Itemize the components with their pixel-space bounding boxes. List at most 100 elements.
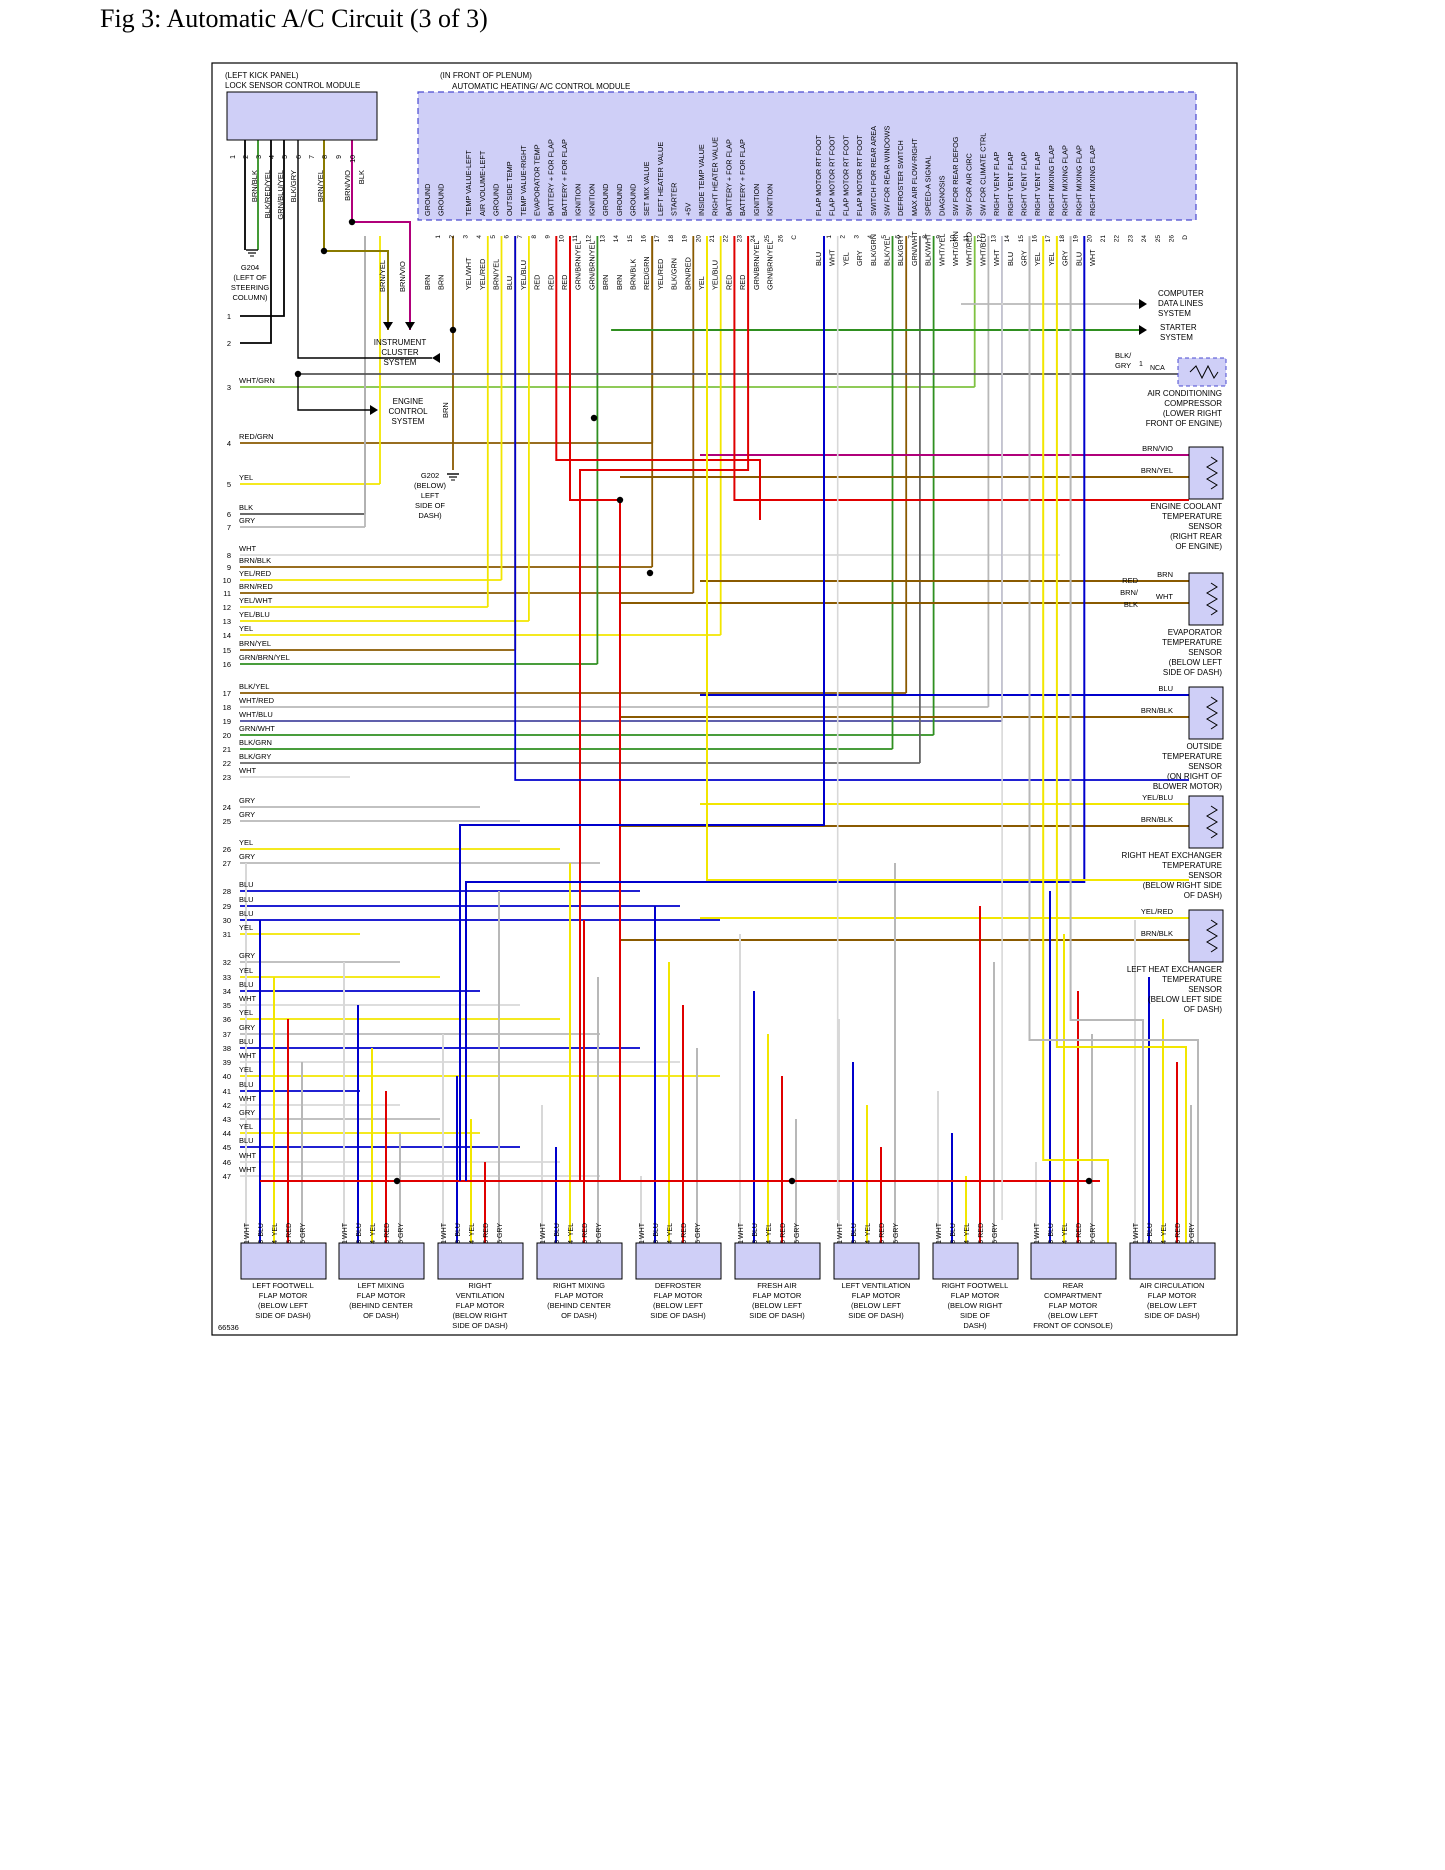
wire-label: GRY xyxy=(398,1223,405,1238)
row-number: 20 xyxy=(223,731,231,740)
sensor-label: TEMPERATURE xyxy=(1162,975,1222,984)
pin-number: 22 xyxy=(1114,235,1121,243)
wire-label: BLU xyxy=(814,252,823,266)
motor-label: LEFT FOOTWELL xyxy=(252,1281,314,1290)
wire-label: BRN/BLK xyxy=(250,170,259,202)
wire xyxy=(465,236,1086,1181)
wire-label: YEL/RED xyxy=(1141,907,1174,916)
wire-label: WHT xyxy=(239,766,256,775)
sensor-label: OUTSIDE xyxy=(1186,742,1222,751)
row-number: 35 xyxy=(223,1001,231,1010)
wire-label: RED xyxy=(533,275,542,290)
pin-function-label: AIR VOLUME-LEFT xyxy=(478,150,487,216)
pin-number: 24 xyxy=(1141,235,1148,243)
sensor-label: (BELOW RIGHT SIDE xyxy=(1143,881,1222,890)
pin-number: 1 xyxy=(826,235,833,239)
pin-number: 16 xyxy=(1032,235,1039,243)
g204-label: (LEFT OF xyxy=(233,273,267,282)
pin-number: 3 xyxy=(752,1240,759,1244)
splice-dot xyxy=(616,496,624,504)
sensor-label: TEMPERATURE xyxy=(1162,638,1222,647)
compressor-clutch xyxy=(1177,357,1227,387)
wire-label: GRN/WHT xyxy=(239,724,275,733)
row-number: 37 xyxy=(223,1030,231,1039)
wire-label: BLU xyxy=(239,980,254,989)
wire-label: BLK/GRY xyxy=(289,170,298,202)
wire-label: GRN/BRN/YEL xyxy=(574,241,583,290)
wire-label: WHT xyxy=(738,1222,745,1239)
pin-number: 4 xyxy=(476,235,483,239)
wire-label: GRY xyxy=(1115,361,1131,370)
sensor-label: BLOWER MOTOR) xyxy=(1153,782,1223,791)
ac-control-module xyxy=(417,91,1197,221)
row-number: 42 xyxy=(223,1101,231,1110)
wire-label: YEL xyxy=(1047,252,1056,266)
wire-label: BLK/WHT xyxy=(924,233,933,266)
flap-motor xyxy=(338,1242,425,1280)
wire-label: WHT xyxy=(441,1222,448,1239)
pin-function-label: FLAP MOTOR RT FOOT xyxy=(855,135,864,216)
wire-label: BRN/ xyxy=(1120,588,1139,597)
pin-function-label: BATTERY + FOR FLAP xyxy=(738,139,747,216)
wire-label: GRY xyxy=(239,516,255,525)
pin-function-label: GROUND xyxy=(423,184,432,216)
pin-function-label: RIGHT MIXING FLAP xyxy=(1074,145,1083,216)
wire-label: BLU xyxy=(455,1223,462,1237)
wire-label: YEL/BLU xyxy=(711,260,720,290)
motor-label: VENTILATION xyxy=(456,1291,505,1300)
wire-label: BRN xyxy=(423,275,432,290)
pin-number: 3 xyxy=(653,1240,660,1244)
wire-label: GRN/BRN/YEL xyxy=(752,241,761,290)
compressor-label: (LOWER RIGHT xyxy=(1163,409,1222,418)
row-number: 27 xyxy=(223,859,231,868)
lock-sensor-label: (LEFT KICK PANEL) xyxy=(225,71,299,80)
pin-function-label: BATTERY + FOR FLAP xyxy=(546,139,555,216)
wire-label: GRN/WHT xyxy=(910,231,919,266)
pin-number: 3 xyxy=(455,1240,462,1244)
wire xyxy=(1028,236,1199,1243)
wire-label: YEL xyxy=(964,1223,971,1236)
wire-label: BLU xyxy=(950,1223,957,1237)
instrument-cluster-label: INSTRUMENT xyxy=(374,338,427,347)
pin-function-label: GROUND xyxy=(615,184,624,216)
row-number: 6 xyxy=(227,510,231,519)
wire-label: YEL xyxy=(865,1223,872,1236)
wire-label: RED xyxy=(1122,576,1138,585)
sensor-label: (RIGHT REAR xyxy=(1170,532,1222,541)
wire-label: GRY xyxy=(596,1223,603,1238)
wire-label: YEL/BLU xyxy=(1142,793,1173,802)
pin-function-label: RIGHT VENT FLAP xyxy=(1020,152,1029,216)
wire-label: WHT xyxy=(1156,592,1173,601)
row-number: 23 xyxy=(223,773,231,782)
pin-number: 16 xyxy=(641,235,648,243)
wire-label: YEL/RED xyxy=(478,259,487,290)
pin-number: 6 xyxy=(300,1240,307,1244)
pin-function-label: IGNITION xyxy=(752,184,761,216)
motor-label: AIR CIRCULATION xyxy=(1140,1281,1205,1290)
pin-number: 23 xyxy=(1127,235,1134,243)
pin-number: 19 xyxy=(682,235,689,243)
wire-label: BRN/BLK xyxy=(1141,706,1173,715)
wire-label: GRY xyxy=(992,1223,999,1238)
sensor-label: ENGINE COOLANT xyxy=(1150,502,1222,511)
wire-label: GRY xyxy=(1090,1223,1097,1238)
wire xyxy=(297,140,432,359)
wire-label: BRN xyxy=(601,275,610,290)
pin-number: 3 xyxy=(554,1240,561,1244)
row-number: 21 xyxy=(223,745,231,754)
wire-label: BRN/BLK xyxy=(239,556,271,565)
pin-function-label: SPEED-A SIGNAL xyxy=(924,156,933,216)
starter-system-label: STARTER xyxy=(1160,323,1197,332)
motor-label: FLAP MOTOR xyxy=(357,1291,406,1300)
pin-number: 6 xyxy=(893,1240,900,1244)
pin-number: 26 xyxy=(778,235,785,243)
row-number: 31 xyxy=(223,930,231,939)
wire-label: WHT/BLU xyxy=(239,710,273,719)
row-number: 28 xyxy=(223,887,231,896)
row-number: 45 xyxy=(223,1143,231,1152)
pin-number: 1 xyxy=(244,1240,251,1244)
pin-number: 1 xyxy=(1139,361,1143,368)
motor-label: FLAP MOTOR xyxy=(1049,1301,1098,1310)
pin-number: 19 xyxy=(1073,235,1080,243)
